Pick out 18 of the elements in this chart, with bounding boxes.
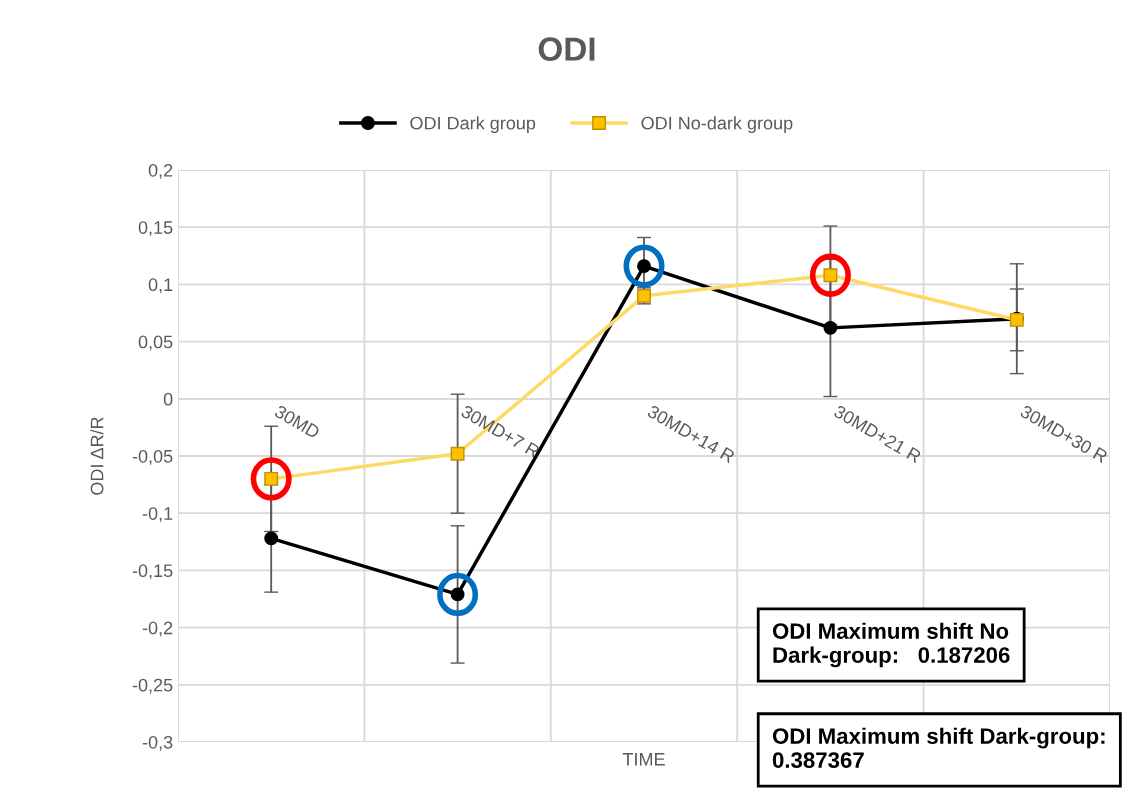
y-tick-label: 0,2 (148, 163, 173, 179)
legend-label: ODI Dark group (410, 116, 536, 134)
y-tick-label: -0,2 (142, 621, 173, 637)
y-tick-label: 0,05 (138, 335, 173, 351)
y-tick-label: -0,1 (142, 507, 173, 523)
y-tick-label: 0 (163, 392, 173, 406)
x-axis-title: TIME (622, 753, 665, 766)
y-tick-label: 0,1 (148, 278, 173, 294)
y-tick-label: -0,3 (142, 735, 173, 751)
legend-label: ODI No-dark group (641, 116, 793, 134)
y-axis-title: ODI ΔR/R (90, 417, 104, 495)
y-tick-label: 0,15 (138, 221, 173, 237)
y-tick-label: -0,15 (132, 564, 173, 580)
y-tick-label: -0,25 (132, 678, 173, 694)
annotation: ODI Maximum shift Dark-group: 0.387367 (772, 727, 1105, 769)
y-tick-label: -0,05 (132, 449, 173, 465)
chart-title: ODI (538, 37, 595, 61)
annotation: ODI Maximum shift No Dark-group: 0.187206 (772, 622, 1010, 668)
